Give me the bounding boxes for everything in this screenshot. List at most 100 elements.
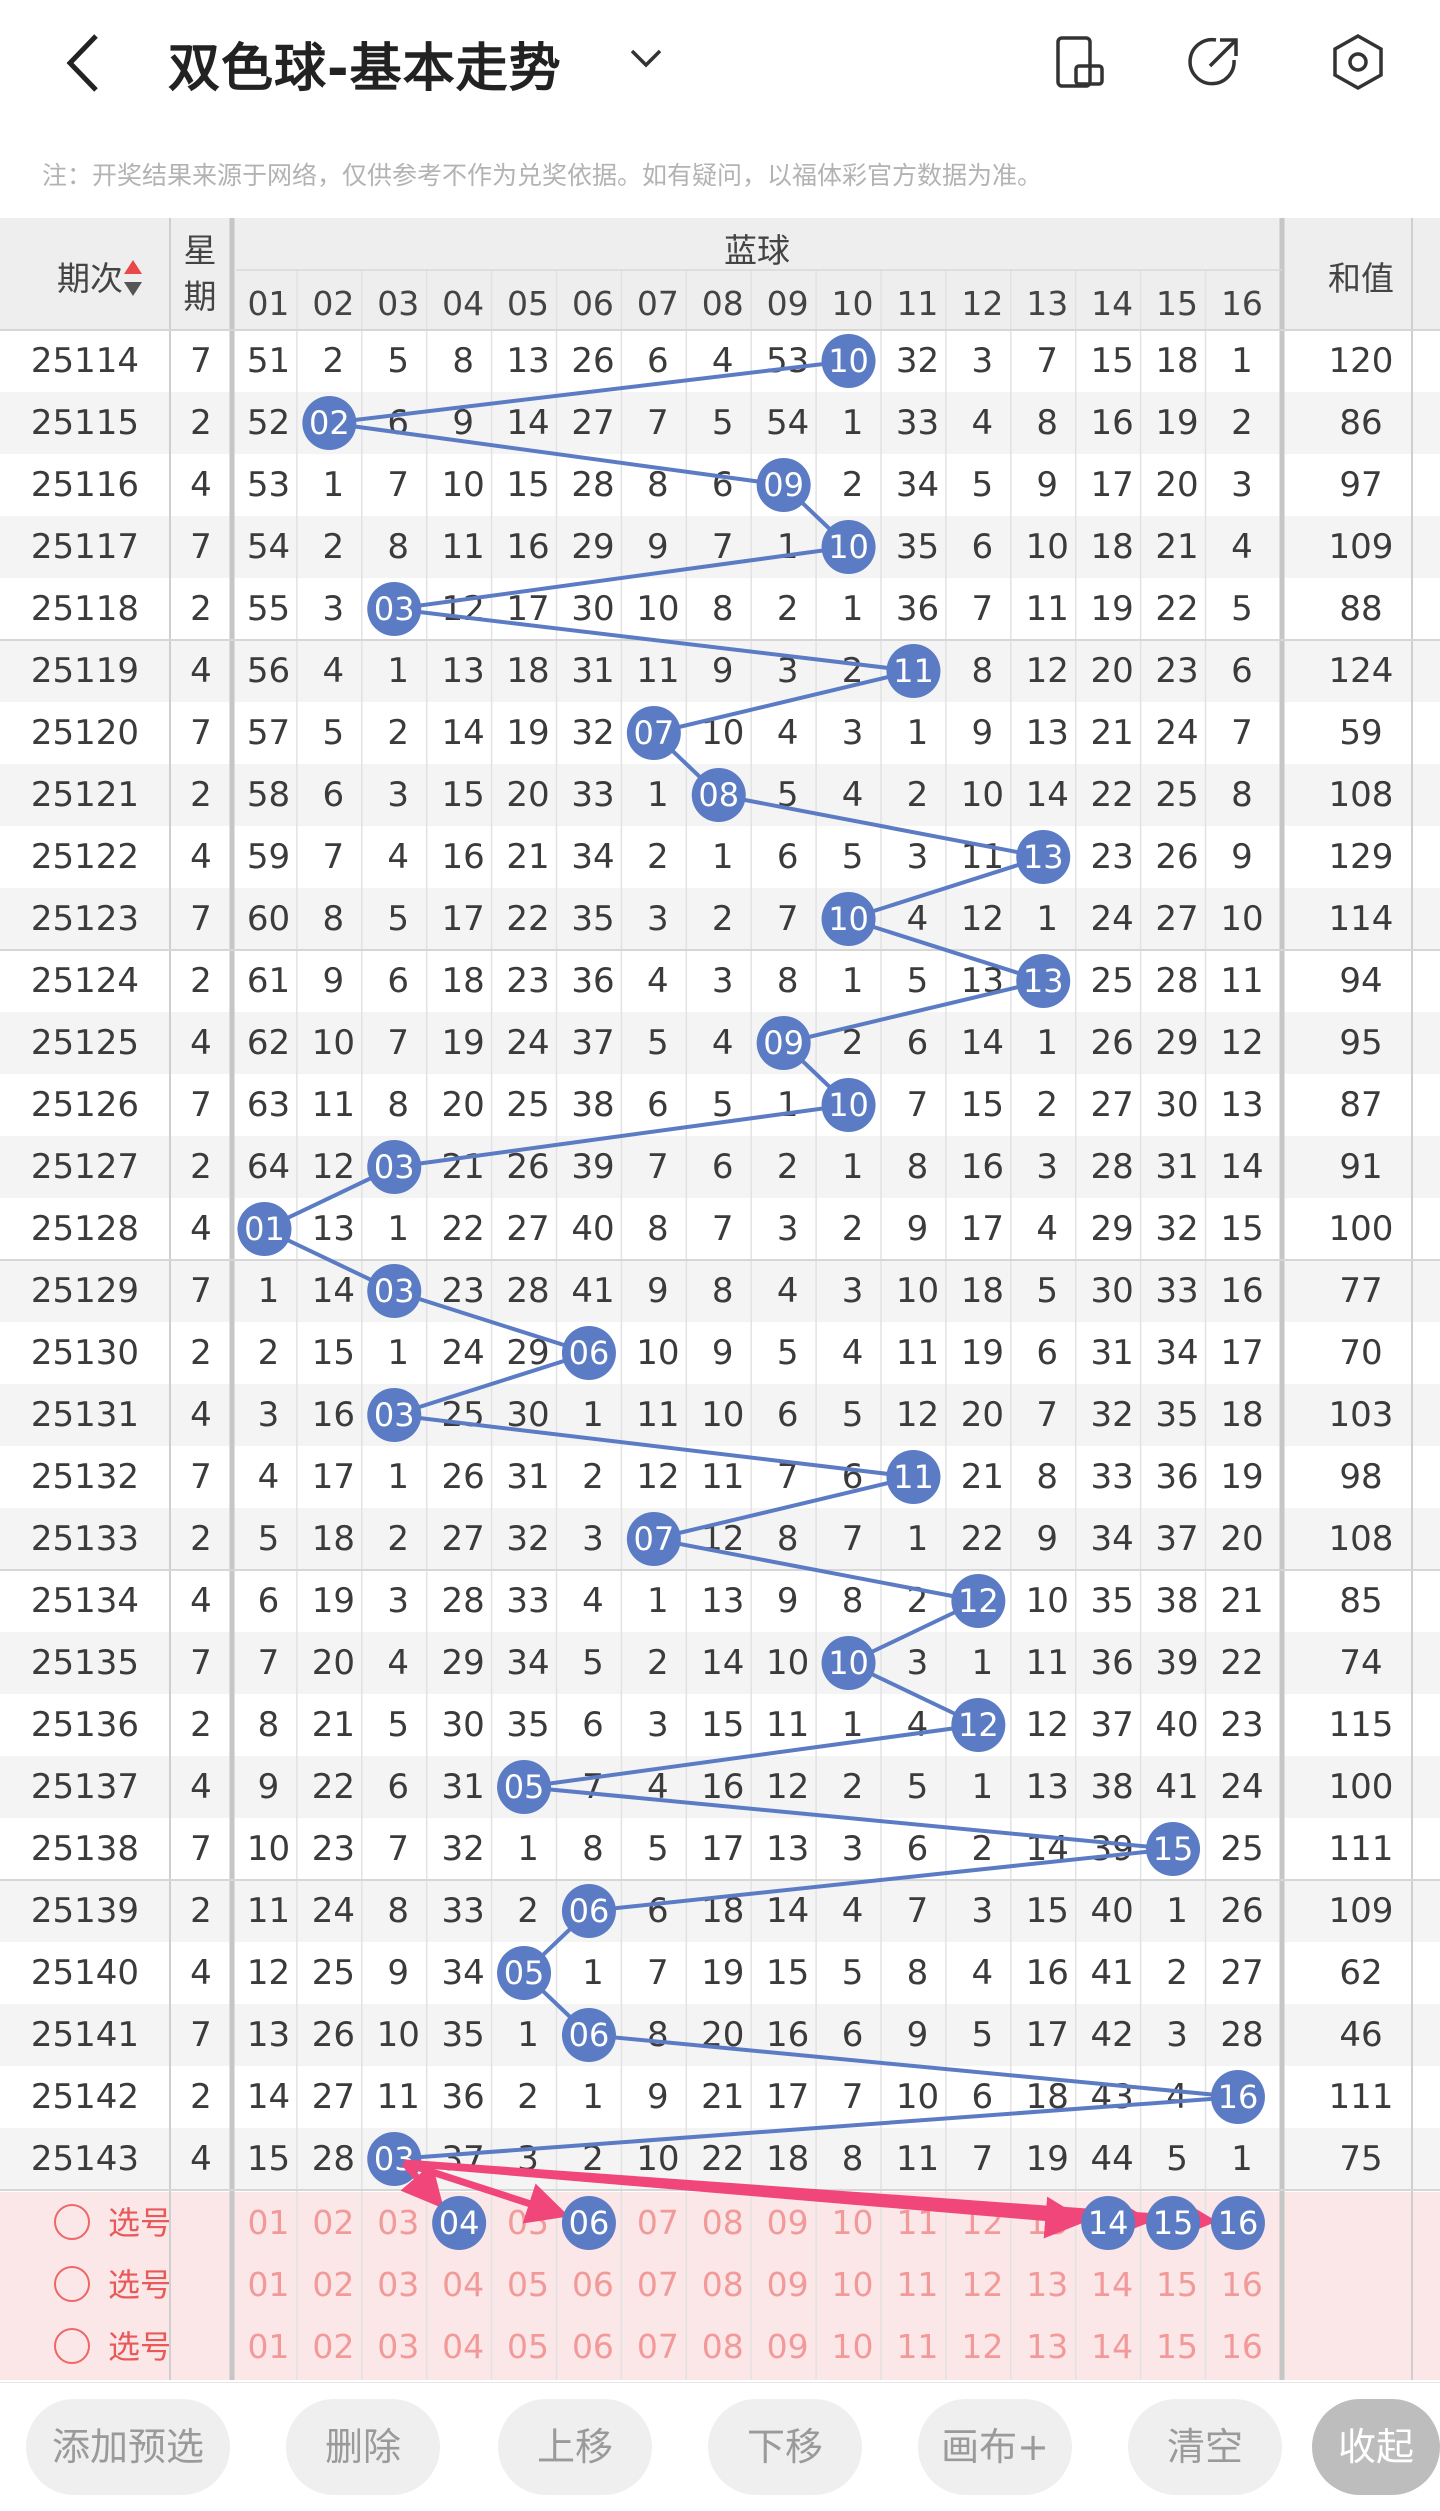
collapse-button[interactable]: 收起: [1312, 2399, 1440, 2495]
pick-number-09[interactable]: 09: [766, 2327, 809, 2366]
blue-col-header-02: 02: [312, 284, 355, 323]
pick-number-07[interactable]: 07: [636, 2265, 679, 2304]
pick-number-16[interactable]: 16: [1220, 2265, 1263, 2304]
omission-value: 10: [701, 1395, 745, 1435]
pick-number-07[interactable]: 07: [636, 2327, 679, 2366]
pick-select-radio[interactable]: [54, 2204, 90, 2240]
pick-number-10[interactable]: 10: [831, 2327, 874, 2366]
pick-number-13[interactable]: 13: [1026, 2327, 1069, 2366]
pick-number-01[interactable]: 01: [247, 2203, 290, 2242]
sum-value: 59: [1339, 713, 1383, 753]
omission-value: 32: [1155, 1209, 1199, 1249]
move-up-button[interactable]: 上移: [498, 2399, 652, 2495]
pick-number-15[interactable]: 15: [1156, 2265, 1199, 2304]
omission-value: 2: [517, 2077, 539, 2117]
pick-select-radio[interactable]: [54, 2266, 90, 2302]
pick-number-05[interactable]: 05: [507, 2265, 550, 2304]
pick-number-03[interactable]: 03: [377, 2327, 420, 2366]
pick-number-08[interactable]: 08: [701, 2327, 744, 2366]
col-issue-header[interactable]: 期次: [40, 252, 140, 300]
omission-value: 3: [906, 837, 929, 877]
pick-number-07[interactable]: 07: [636, 2203, 679, 2242]
sum-value: 108: [1328, 775, 1394, 815]
pick-number-02[interactable]: 02: [312, 2265, 355, 2304]
pick-number-09[interactable]: 09: [766, 2265, 809, 2304]
pick-number-01[interactable]: 01: [247, 2265, 290, 2304]
pick-number-10[interactable]: 10: [831, 2203, 874, 2242]
issue-number: 25122: [30, 837, 140, 877]
dropdown-chevron-icon[interactable]: [626, 38, 666, 78]
pick-number-14[interactable]: 14: [1091, 2327, 1134, 2366]
clear-button[interactable]: 清空: [1128, 2399, 1282, 2495]
sort-arrows-icon[interactable]: [122, 258, 144, 298]
pick-number-13[interactable]: 13: [1026, 2203, 1069, 2242]
pick-number-03[interactable]: 03: [377, 2203, 420, 2242]
pick-number-11[interactable]: 11: [896, 2265, 939, 2304]
pick-number-11[interactable]: 11: [896, 2327, 939, 2366]
settings-hexagon-icon[interactable]: [1326, 30, 1390, 94]
pick-number-02[interactable]: 02: [312, 2327, 355, 2366]
pick-number-15[interactable]: 15: [1156, 2327, 1199, 2366]
omission-value: 34: [1090, 1519, 1134, 1559]
sum-value: 85: [1339, 1581, 1383, 1621]
omission-value: 21: [1090, 713, 1134, 753]
omission-value: 2: [582, 1457, 604, 1497]
pick-number-06[interactable]: 06: [571, 2327, 614, 2366]
pick-number-08[interactable]: 08: [701, 2203, 744, 2242]
pick-number-01[interactable]: 01: [247, 2327, 290, 2366]
omission-value: 12: [1025, 1705, 1069, 1745]
canvas-plus-button[interactable]: 画布+: [918, 2399, 1072, 2495]
omission-value: 9: [452, 403, 474, 443]
page-title[interactable]: 双色球-基本走势: [168, 39, 562, 99]
omission-value: 2: [841, 1209, 864, 1249]
omission-value: 10: [1220, 899, 1264, 939]
omission-value: 28: [506, 1271, 550, 1311]
pick-number-05[interactable]: 05: [507, 2327, 550, 2366]
pick-number-03[interactable]: 03: [377, 2265, 420, 2304]
pick-number-06[interactable]: 06: [571, 2265, 614, 2304]
move-down-button[interactable]: 下移: [708, 2399, 862, 2495]
omission-value: 13: [246, 2015, 291, 2055]
pick-number-08[interactable]: 08: [701, 2265, 744, 2304]
screen-rotate-icon[interactable]: [1048, 30, 1112, 94]
omission-value: 1: [971, 1767, 994, 1807]
omission-value: 23: [1220, 1705, 1264, 1745]
omission-value: 4: [257, 1457, 280, 1497]
pick-number-04[interactable]: 04: [442, 2327, 485, 2366]
pick-number-16[interactable]: 16: [1220, 2327, 1263, 2366]
pick-number-11[interactable]: 11: [896, 2203, 939, 2242]
share-icon[interactable]: [1182, 30, 1246, 94]
omission-value: 17: [311, 1457, 355, 1497]
omission-value: 22: [701, 2139, 745, 2179]
omission-value: 6: [841, 2015, 864, 2055]
pick-number-02[interactable]: 02: [312, 2203, 355, 2242]
pick-number-05[interactable]: 05: [507, 2203, 550, 2242]
pick-number-14[interactable]: 14: [1091, 2265, 1134, 2304]
omission-value: 3: [647, 899, 669, 939]
pick-number-13[interactable]: 13: [1026, 2265, 1069, 2304]
omission-value: 9: [971, 713, 994, 753]
omission-value: 1: [582, 2077, 604, 2117]
pick-number-12[interactable]: 12: [961, 2265, 1004, 2304]
pick-number-04[interactable]: 04: [442, 2265, 485, 2304]
weekday: 2: [190, 589, 212, 629]
omission-value: 29: [506, 1333, 550, 1373]
omission-value: 4: [971, 1953, 994, 1993]
add-preselect-button[interactable]: 添加预选: [26, 2399, 230, 2495]
delete-button[interactable]: 删除: [286, 2399, 440, 2495]
pick-number-12[interactable]: 12: [961, 2327, 1004, 2366]
pick-number-10[interactable]: 10: [831, 2265, 874, 2304]
pick-number-12[interactable]: 12: [961, 2203, 1004, 2242]
omission-value: 29: [441, 1643, 485, 1683]
omission-value: 3: [711, 961, 734, 1001]
pick-number-09[interactable]: 09: [766, 2203, 809, 2242]
omission-value: 1: [776, 527, 799, 567]
pick-select-radio[interactable]: [54, 2328, 90, 2364]
back-arrow-icon[interactable]: [60, 28, 108, 98]
omission-value: 1: [841, 961, 864, 1001]
omission-value: 7: [1036, 341, 1059, 381]
table-row: 25128 4 13 1 22 27 40 8 7 3 2 9 17 4 29 32 15 100: [0, 1198, 1440, 1260]
omission-value: 8: [1036, 1457, 1059, 1497]
sum-value: 62: [1339, 1953, 1383, 1993]
sum-value: 108: [1328, 1519, 1394, 1559]
